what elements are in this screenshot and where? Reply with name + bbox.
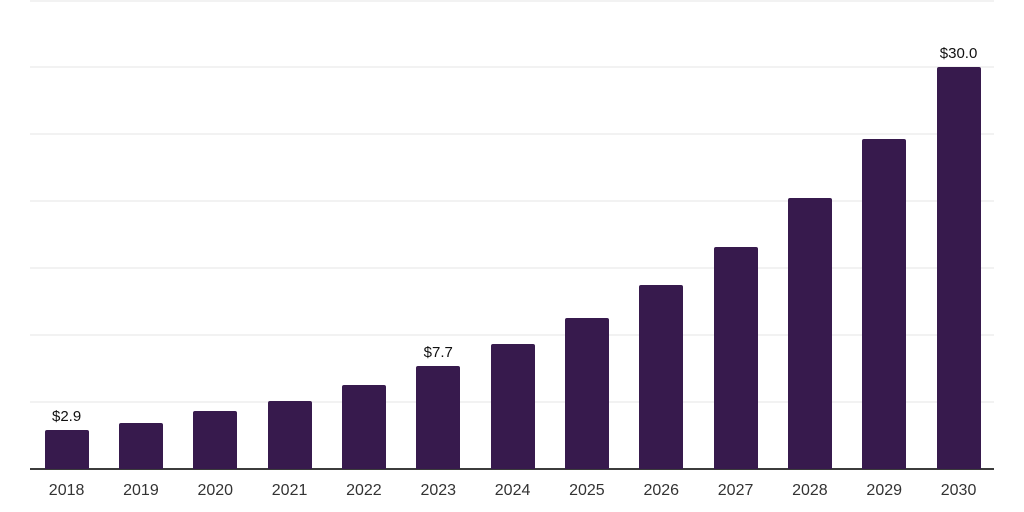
bar-2020 (193, 411, 238, 469)
x-tick-2018: 2018 (48, 482, 85, 499)
bar-2021 (267, 400, 312, 469)
bar-2026 (639, 285, 684, 469)
bar-2018 (44, 430, 89, 469)
gridline-15 (30, 267, 994, 269)
gridline-20 (30, 200, 994, 202)
bar-2029 (862, 139, 907, 469)
bar-2024 (490, 344, 535, 469)
gridline-10 (30, 334, 994, 336)
x-tick-2029: 2029 (866, 482, 903, 499)
x-axis-line (30, 468, 994, 470)
bar-2019 (118, 423, 163, 469)
x-tick-2022: 2022 (346, 482, 382, 499)
x-tick-2021: 2021 (271, 482, 308, 499)
bar-2028 (787, 198, 832, 469)
bar-2027 (713, 246, 758, 469)
x-tick-2026: 2026 (643, 482, 680, 499)
value-label-2030: $30.0 (939, 45, 978, 62)
bar-2022 (341, 384, 386, 469)
x-tick-2028: 2028 (792, 482, 828, 499)
x-tick-2019: 2019 (123, 482, 159, 499)
gridline-30 (30, 66, 994, 68)
value-label-2023: $7.7 (423, 343, 453, 361)
bar-2025 (564, 317, 609, 469)
x-tick-2023: 2023 (420, 482, 457, 499)
x-tick-2025: 2025 (569, 482, 605, 499)
x-tick-2020: 2020 (197, 482, 234, 499)
bar-2023 (416, 365, 461, 469)
x-tick-2024: 2024 (494, 482, 531, 499)
x-tick-2027: 2027 (717, 482, 754, 499)
x-tick-2030: 2030 (940, 482, 977, 499)
value-label-2018: $2.9 (51, 408, 82, 426)
gridline-25 (30, 133, 994, 135)
bar-2030 (936, 67, 981, 469)
gridline-35 (30, 0, 994, 2)
